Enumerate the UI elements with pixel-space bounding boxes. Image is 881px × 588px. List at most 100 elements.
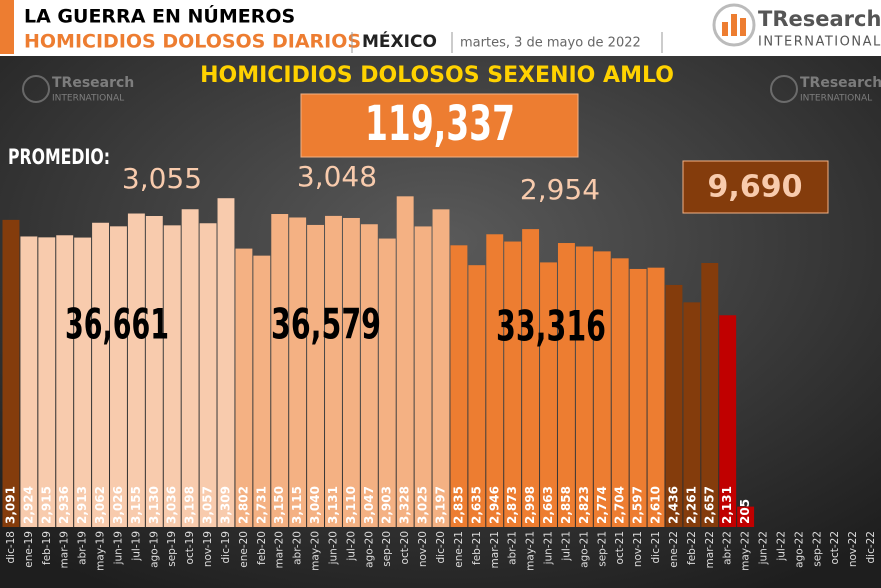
- header-title: LA GUERRA EN NÚMEROS: [24, 4, 295, 28]
- x-tick-label: mar-22: [704, 531, 716, 568]
- value-label: 3,155: [129, 486, 143, 524]
- x-tick-label: jul-21: [560, 531, 572, 562]
- bar: [74, 237, 92, 527]
- x-tick-label: ago-19: [148, 531, 160, 568]
- bar: [396, 196, 414, 527]
- value-label: 2,903: [380, 486, 394, 524]
- value-label: 2,774: [595, 486, 609, 524]
- bar: [360, 224, 378, 528]
- value-label: 3,198: [183, 486, 197, 524]
- bar: [522, 229, 540, 527]
- x-tick-label: abr-19: [77, 531, 89, 565]
- bar: [342, 217, 360, 527]
- bar: [20, 236, 38, 528]
- bar: [737, 506, 755, 527]
- average: 3,048: [297, 160, 377, 193]
- header-country: MÉXICO: [362, 30, 437, 52]
- value-label: 2,704: [613, 486, 627, 524]
- x-tick-label: ene-22: [668, 531, 680, 568]
- value-label: 2,936: [57, 486, 71, 524]
- x-tick-label: oct-21: [614, 531, 626, 564]
- x-tick-label: sep-19: [166, 531, 178, 567]
- value-label: 2,731: [254, 486, 268, 524]
- logo-name: TResearch: [758, 7, 881, 31]
- x-tick-label: oct-19: [184, 531, 196, 564]
- value-label: 3,062: [93, 486, 107, 524]
- average: 2,954: [520, 173, 600, 206]
- value-label: 2,858: [559, 486, 573, 524]
- bar: [235, 248, 253, 528]
- bar: [719, 315, 737, 527]
- chart-title: HOMICIDIOS DOLOSOS SEXENIO AMLO: [200, 63, 674, 88]
- x-tick-label: mar-19: [59, 531, 71, 568]
- value-label: 3,131: [326, 486, 340, 524]
- value-label: 3,026: [111, 486, 125, 524]
- x-tick-label: jul-22: [775, 531, 787, 562]
- x-tick-label: jun-19: [112, 531, 124, 565]
- x-tick-label: ago-20: [363, 531, 375, 568]
- x-tick-label: jul-20: [345, 531, 357, 562]
- value-label: 2,261: [684, 486, 698, 524]
- value-label: 2,635: [469, 486, 483, 524]
- bar: [629, 268, 647, 527]
- x-tick-label: ago-22: [793, 531, 805, 568]
- bar: [468, 265, 486, 527]
- value-label: 2,915: [39, 486, 53, 524]
- watermark-name: TResearch: [800, 75, 881, 91]
- bar: [683, 302, 701, 527]
- x-tick-label: sep-22: [811, 531, 823, 567]
- period-total: 36,661: [65, 300, 169, 349]
- total-box: [300, 93, 579, 158]
- value-label: 3,150: [272, 486, 286, 524]
- logo-sub: INTERNATIONAL: [758, 35, 881, 50]
- value-label: 2,436: [666, 486, 680, 524]
- bar: [145, 215, 163, 528]
- x-tick-label: abr-22: [722, 531, 734, 565]
- bar: [110, 226, 127, 527]
- bar: [271, 214, 289, 528]
- x-tick-label: abr-20: [292, 531, 304, 565]
- bar: [450, 245, 468, 527]
- total: 119,337: [365, 96, 515, 152]
- value-label: 2,913: [75, 486, 89, 524]
- value-label: 3,091: [3, 486, 17, 524]
- bar: [593, 251, 611, 527]
- watermark-sub: INTERNATIONAL: [800, 94, 872, 104]
- bar: [2, 219, 20, 527]
- value-label: 3,309: [218, 486, 232, 524]
- logo-icon: [722, 22, 728, 36]
- bar: [92, 222, 110, 528]
- x-tick-label: mar-20: [274, 531, 286, 568]
- bar: [665, 284, 683, 527]
- x-tick-label: jul-19: [130, 531, 142, 562]
- x-tick-label: feb-22: [686, 531, 698, 565]
- x-tick-label: feb-21: [471, 531, 483, 565]
- period-total: 36,579: [271, 300, 381, 349]
- x-tick-label: mar-21: [489, 531, 501, 568]
- value-label: 3,047: [362, 486, 376, 524]
- x-tick-label: may-19: [95, 531, 107, 571]
- value-label: 2,998: [523, 486, 537, 524]
- bar: [486, 234, 504, 527]
- value-label: 3,040: [308, 486, 322, 524]
- value-label: 3,130: [147, 486, 161, 524]
- value-label: 3,197: [434, 486, 448, 524]
- x-tick-label: may-20: [310, 531, 322, 571]
- bar: [181, 209, 199, 527]
- value-label: 3,057: [201, 486, 215, 524]
- value-label: 2,924: [21, 486, 35, 524]
- bar: [504, 241, 522, 528]
- x-tick-label: ene-19: [23, 531, 35, 568]
- value-label: 2,835: [451, 486, 465, 524]
- x-tick-label: jun-22: [758, 531, 770, 565]
- x-tick-label: ene-21: [453, 531, 465, 568]
- bar: [127, 213, 145, 527]
- year-box: [682, 160, 829, 214]
- value-label: 2,597: [631, 486, 645, 524]
- logo-icon: [712, 3, 756, 47]
- bar: [611, 258, 629, 527]
- x-tick-label: ago-21: [578, 531, 590, 568]
- header-accent: [0, 0, 14, 54]
- value-label: 3,036: [165, 486, 179, 524]
